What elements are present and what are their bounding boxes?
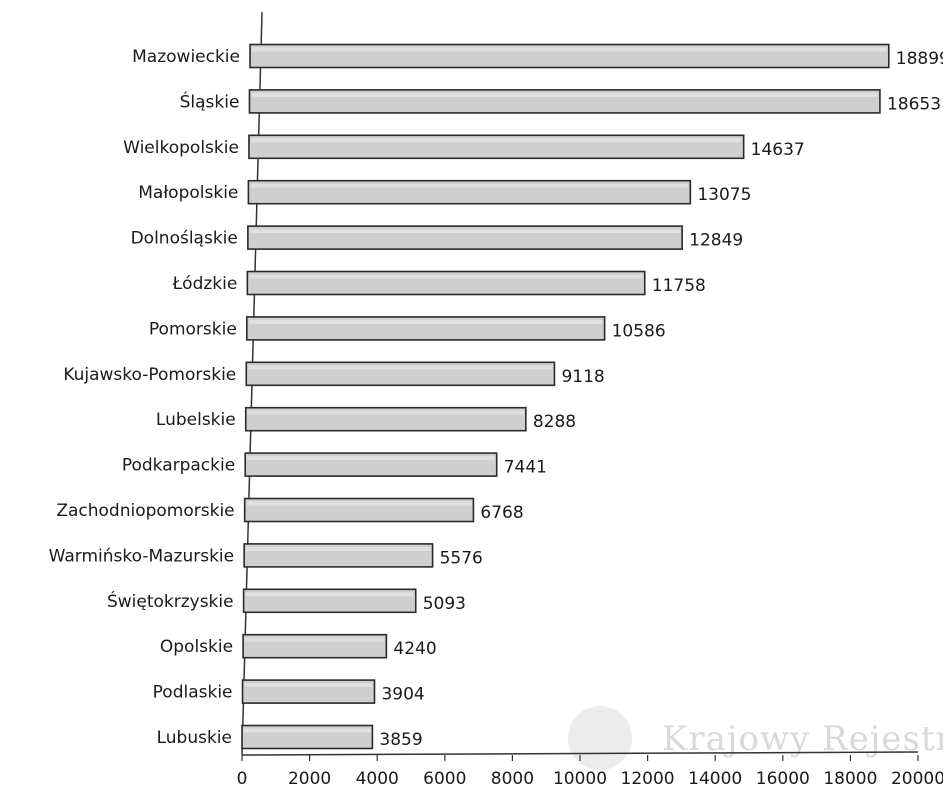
x-tick-label: 4000 [356,769,399,789]
x-ticks-group: 0 2000 4000 6000 8000 10000 12000 14000 16000 180… [237,755,943,789]
category-label: Świętokrzyskie [107,590,234,612]
bar-texture [249,229,681,234]
category-label: Kujawsko-Pomorskie [63,365,236,385]
category-label: Opolskie [160,637,233,657]
bar-texture [244,683,373,688]
bar-texture [246,501,472,506]
bar-texture [250,138,742,143]
value-label: 18899 [896,49,943,69]
bar-texture [245,592,414,597]
category-label: Lubelskie [156,410,236,430]
x-tick-label: 10000 [553,769,607,789]
category-label: Lubuskie [157,728,232,748]
value-label: 18653 [887,94,941,114]
bar-texture [247,456,495,461]
category-label: Pomorskie [149,319,237,339]
category-label: Zachodniopomorskie [56,501,234,521]
category-label: Małopolskie [138,183,238,203]
x-tick-label: 20000 [891,769,943,789]
x-tick-label: 12000 [621,769,675,789]
value-label: 6768 [480,503,523,523]
category-label: Dolnośląskie [131,229,238,249]
bar-texture [250,183,689,188]
x-tick-label: 14000 [688,769,742,789]
category-label: Łódzkie [172,274,238,294]
category-label: Warmińsko-Mazurskie [49,546,235,566]
bar-texture [252,47,887,52]
value-label: 5576 [440,548,483,568]
watermark-seal [568,706,632,770]
value-label: 12849 [689,231,743,251]
bar-texture [247,410,524,415]
bar-texture [245,637,385,642]
value-label: 9118 [561,367,604,387]
x-axis-line [241,751,919,756]
category-label: Mazowieckie [132,47,240,67]
x-tick-label: 6000 [423,769,466,789]
x-tick-label: 16000 [756,769,810,789]
category-label: Wielkopolskie [123,138,239,158]
value-label: 3904 [381,685,424,705]
category-label: Śląskie [180,90,240,112]
x-tick-label: 0 [237,769,248,789]
value-label: 14637 [751,140,805,160]
watermark: Krajowy Rejestr [568,706,943,770]
category-label: Podkarpackie [122,456,235,476]
bar-texture [248,319,603,324]
x-tick-label: 2000 [288,769,331,789]
bars-group: Mazowieckie 18899 Śląskie 18653 Wielkopolski… [49,43,943,750]
bar-texture [244,728,371,733]
value-label: 10586 [612,321,666,341]
value-label: 8288 [533,412,576,432]
bar-texture [251,92,878,97]
bar-texture [249,274,643,279]
value-label: 4240 [393,639,436,659]
bar-texture [246,546,431,551]
value-label: 7441 [504,458,547,478]
x-tick-label: 18000 [823,769,877,789]
value-label: 3859 [379,730,422,750]
value-label: 5093 [423,594,466,614]
value-label: 11758 [652,276,706,296]
x-tick-label: 8000 [491,769,534,789]
bar-texture [248,365,553,370]
value-label: 13075 [697,185,751,205]
category-label: Podlaskie [153,683,233,703]
